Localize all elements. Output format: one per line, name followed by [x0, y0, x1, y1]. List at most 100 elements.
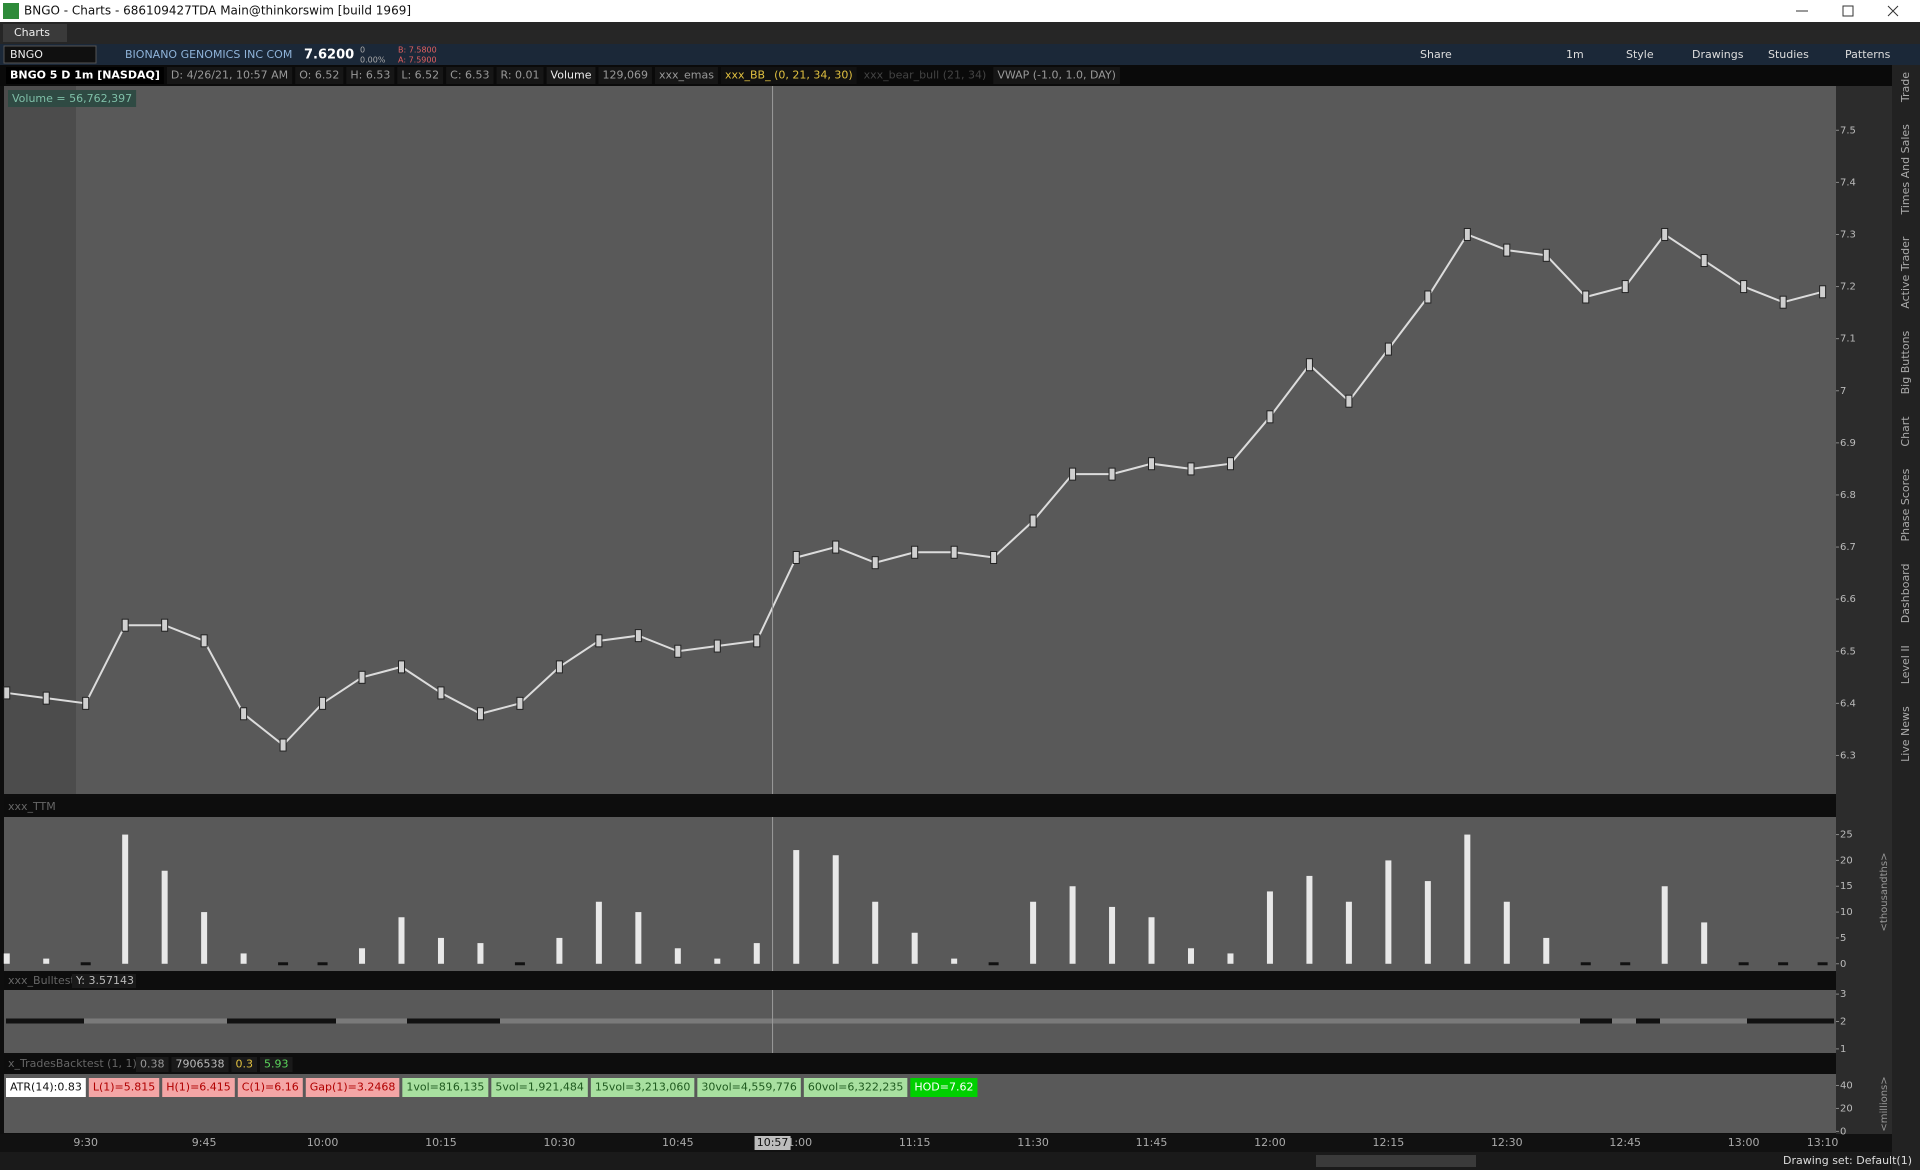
x-tick-label: 11:15: [899, 1136, 931, 1149]
info-item-box: [993, 67, 1120, 84]
ttm-bar: [1188, 948, 1194, 964]
stat-label: H(1)=6.415: [166, 1081, 231, 1094]
side-tab[interactable]: Phase Scores: [1899, 468, 1912, 541]
candle: [792, 550, 800, 564]
tab[interactable]: [3, 24, 67, 42]
candle: [3, 686, 11, 700]
scrollbar[interactable]: [0, 1152, 1892, 1170]
symbol[interactable]: BNGO: [10, 48, 43, 61]
y-tick-label: 10: [1840, 907, 1853, 918]
x-tick-label: 12:00: [1254, 1136, 1286, 1149]
side-tab[interactable]: Big Buttons: [1899, 330, 1912, 394]
candle: [1700, 254, 1708, 268]
side-tab[interactable]: Times And Sales: [1899, 124, 1912, 216]
candle: [398, 660, 405, 674]
toolbar-button[interactable]: Patterns: [1845, 48, 1891, 61]
x-tick-label: 9:45: [192, 1136, 217, 1149]
info-item-box: [397, 67, 444, 84]
x-tick-label: 10:30: [544, 1136, 576, 1149]
cursor-value: Y: 3.57143: [75, 974, 134, 987]
x-tick-label: 12:30: [1491, 1136, 1523, 1149]
ttm-bar: [1738, 962, 1749, 966]
side-tab[interactable]: Active Trader: [1899, 236, 1912, 309]
info-item-box: [346, 67, 395, 84]
stat-label-box: [305, 1078, 400, 1097]
candle: [121, 618, 129, 632]
restore-button[interactable]: [1842, 5, 1854, 17]
toolbar-button[interactable]: Studies: [1768, 48, 1809, 61]
ttm-bar: [635, 912, 642, 964]
candle: [1621, 280, 1629, 294]
candle: [1779, 295, 1787, 309]
y-tick-label: 0: [1840, 959, 1846, 970]
toolbar-button[interactable]: Share: [1420, 48, 1452, 61]
toolbar: [0, 44, 1920, 65]
side-tab[interactable]: Live News: [1899, 706, 1912, 762]
ttm-bar: [753, 943, 760, 964]
backtest-stat-box: [171, 1057, 229, 1072]
ask: A: 7.5900: [398, 56, 437, 65]
side-tab[interactable]: Trade: [1899, 72, 1912, 103]
cursor-value-box: [72, 974, 136, 988]
backtest-stat: 0.3: [236, 1058, 254, 1071]
time-axis: [0, 1134, 1892, 1152]
close-button[interactable]: [1887, 5, 1899, 17]
candle: [950, 545, 958, 559]
ttm-bar: [1306, 875, 1313, 964]
toolbar-button[interactable]: Style: [1626, 48, 1654, 61]
y-tick-label: 2: [1840, 1017, 1846, 1028]
info-item: xxx_emas: [659, 69, 714, 82]
info-item: C: 6.53: [450, 69, 489, 82]
tab-label[interactable]: Charts: [14, 26, 50, 39]
y-tick-label: 7.2: [1840, 282, 1856, 293]
candle: [82, 696, 90, 710]
toolbar-button[interactable]: Drawings: [1692, 48, 1744, 61]
ttm-header: [4, 797, 1836, 817]
candle: [1069, 467, 1077, 481]
y-tick-label: 7: [1840, 386, 1846, 397]
ttm-bar: [1069, 886, 1076, 964]
x-tick-label: 10:15: [425, 1136, 457, 1149]
candle: [1029, 514, 1037, 528]
backtest-stat-box: [260, 1057, 293, 1072]
side-tab[interactable]: Dashboard: [1899, 564, 1912, 624]
y-tick-label: 6.6: [1840, 594, 1856, 605]
stat-label-box: [491, 1078, 588, 1097]
ttm-bar: [1701, 922, 1708, 964]
ttm-bar: [1543, 937, 1550, 964]
candle: [1463, 227, 1471, 241]
y-tick-label: 3: [1840, 989, 1846, 1000]
info-item-box: [496, 67, 544, 84]
info-symbol: BNGO 5 D 1m [NASDAQ]: [10, 69, 160, 82]
ttm-bar: [674, 948, 681, 964]
y-tick-label: 6.4: [1840, 698, 1856, 709]
side-tab[interactable]: Level II: [1899, 645, 1912, 684]
side-tab[interactable]: Chart: [1899, 416, 1912, 447]
symbol-box[interactable]: [3, 45, 97, 64]
ttm-plot: [4, 817, 1836, 971]
candle: [674, 644, 682, 658]
ttm-bar: [595, 901, 602, 964]
candle: [42, 691, 50, 705]
ttm-bar: [556, 937, 563, 964]
window-title: BNGO - Charts - 686109427TDA Main@thinko…: [24, 4, 411, 18]
y-tick-label: 40: [1840, 1080, 1853, 1091]
info-item-box: [654, 67, 718, 84]
y-tick-label: 6.5: [1840, 646, 1856, 657]
ttm-bar: [832, 855, 839, 964]
bid: B: 7.5800: [398, 46, 437, 55]
stat-label: 60vol=6,322,235: [808, 1081, 904, 1094]
info-item: R: 0.01: [501, 69, 540, 82]
y-tick-label: 6.9: [1840, 438, 1856, 449]
x-tick-label: 11:30: [1017, 1136, 1049, 1149]
stat-label-box: [590, 1078, 695, 1097]
candle: [240, 707, 248, 721]
ttm-bar: [988, 962, 999, 966]
y-tick-label: 7.3: [1840, 229, 1856, 240]
x-tick-label: 13:10: [1807, 1136, 1839, 1149]
interval-button[interactable]: 1m: [1566, 48, 1584, 61]
bulltest-header: [4, 972, 1836, 990]
scroll-thumb[interactable]: [1316, 1155, 1476, 1167]
info-study: Volume: [551, 69, 592, 82]
last-price: 7.6200: [304, 48, 354, 63]
